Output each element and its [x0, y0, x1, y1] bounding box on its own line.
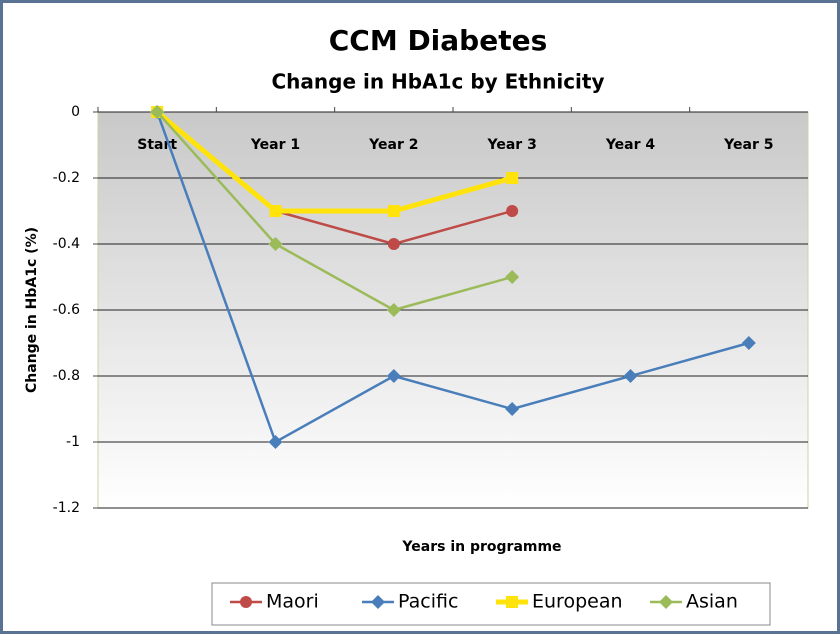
legend-marker [240, 596, 252, 608]
marker [741, 336, 756, 350]
marker [387, 238, 400, 250]
marker [268, 435, 283, 449]
y-tick-label: -0.2 [53, 170, 80, 186]
legend-marker [659, 595, 673, 609]
marker [268, 237, 283, 251]
legend-label: Pacific [398, 591, 458, 613]
y-axis-title: Change in HbA1c (%) [24, 227, 40, 393]
marker [150, 105, 165, 119]
x-tick-label: Year 2 [368, 137, 418, 153]
legend-marker [371, 595, 385, 609]
x-tick-label: Year 5 [723, 137, 773, 153]
x-tick-label: Year 1 [250, 137, 300, 153]
y-tick-label: -1 [66, 434, 80, 450]
y-tick-label: -0.6 [53, 302, 80, 318]
series-line [155, 111, 750, 444]
legend-label: Asian [686, 591, 738, 613]
marker [505, 270, 520, 284]
series-line [155, 110, 513, 214]
y-tick-label: -0.8 [53, 368, 80, 384]
chart-subtitle: Change in HbA1c by Ethnicity [272, 70, 605, 94]
chart-title: CCM Diabetes [329, 24, 548, 57]
marker [387, 205, 400, 217]
x-axis-title: Years in programme [401, 539, 561, 555]
marker [386, 303, 401, 317]
y-tick-label: -0.4 [53, 236, 80, 252]
legend-marker [506, 596, 518, 608]
marker [386, 369, 401, 383]
marker [506, 172, 519, 184]
x-tick-label: Year 4 [605, 137, 656, 153]
series-line [156, 111, 513, 312]
y-tick-label: -1.2 [53, 500, 80, 516]
legend-label: European [532, 591, 623, 613]
legend-label: Maori [266, 591, 319, 613]
marker [505, 402, 520, 416]
legend [211, 582, 771, 626]
marker [269, 205, 282, 217]
y-tick-label: 0 [71, 104, 80, 120]
marker [623, 369, 638, 383]
marker [506, 205, 519, 217]
x-tick-label: Year 3 [487, 137, 537, 153]
